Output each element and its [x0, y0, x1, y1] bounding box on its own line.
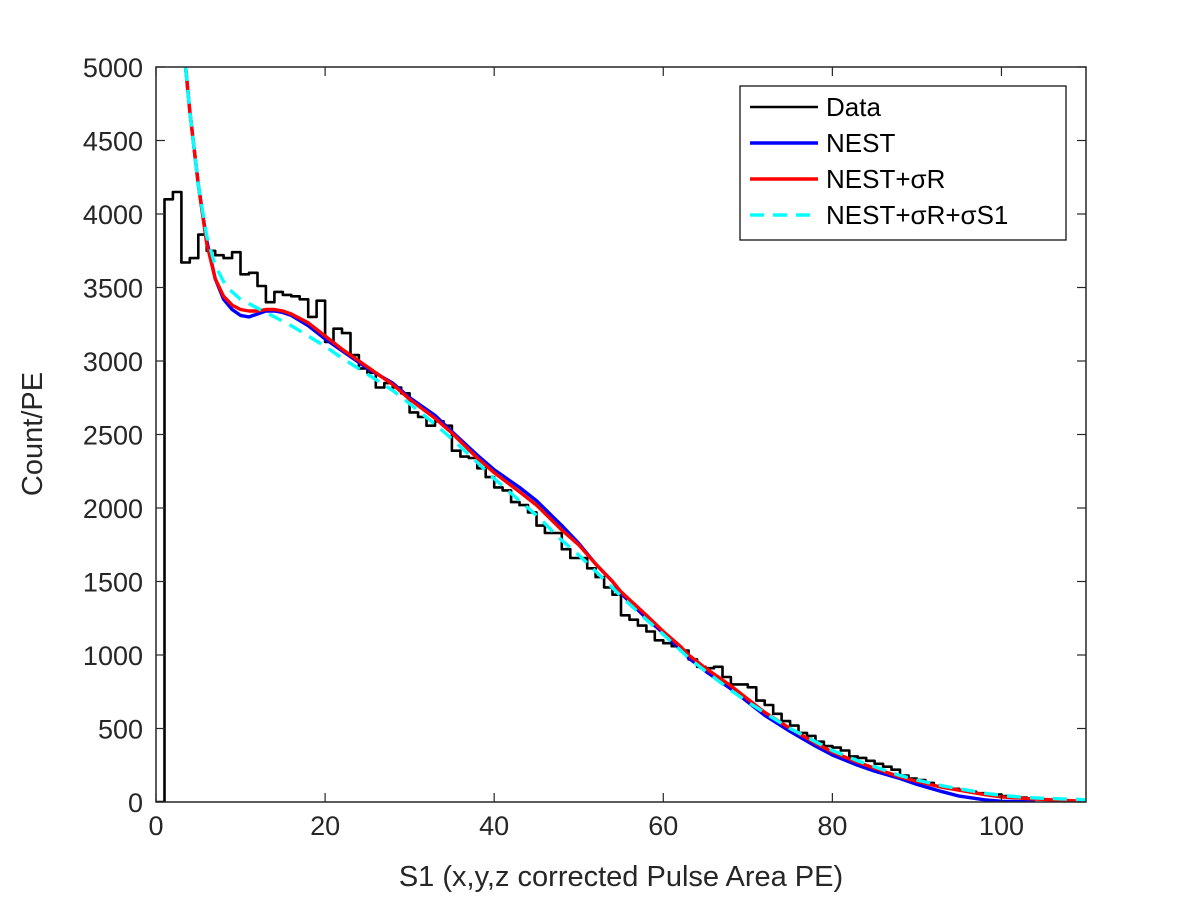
y-tick-label: 1500 — [83, 568, 143, 598]
axes-box — [155, 66, 1087, 803]
y-tick-label: 3500 — [83, 274, 143, 304]
tick-layer: 0 20 40 60 80 1000500100015002000250030003500… — [83, 53, 1086, 841]
series-line-3 — [183, 67, 1086, 802]
x-tick-label: 40 — [479, 811, 509, 841]
y-tick-label: 1000 — [83, 641, 143, 671]
legend-label-3: NEST+σR+σS1 — [826, 200, 1008, 230]
x-tick-label: 80 — [817, 811, 847, 841]
legend-box — [739, 85, 1067, 241]
series-layer — [156, 67, 1086, 802]
y-tick-label: 4000 — [83, 200, 143, 230]
legend: Data NEST NEST+σR NEST+σR+σS1 — [739, 85, 1067, 241]
y-tick-label: 2000 — [83, 494, 143, 524]
legend-label-0: Data — [826, 92, 881, 122]
x-axis-label: S1 (x,y,z corrected Pulse Area PE) — [399, 861, 843, 893]
x-tick-label: 20 — [310, 811, 340, 841]
y-tick-label: 3000 — [83, 347, 143, 377]
y-tick-label: 2500 — [83, 421, 143, 451]
legend-label-2: NEST+σR — [826, 164, 945, 194]
x-tick-label: 0 — [148, 811, 163, 841]
y-axis-label: Count/PE — [17, 372, 49, 496]
series-line-1 — [183, 67, 1036, 802]
y-tick-label: 5000 — [83, 53, 143, 83]
y-tick-label: 4500 — [83, 127, 143, 157]
y-tick-label: 500 — [98, 715, 143, 745]
x-tick-label: 60 — [648, 811, 678, 841]
x-tick-label: 100 — [979, 811, 1024, 841]
y-tick-label: 0 — [128, 788, 143, 818]
legend-label-1: NEST — [826, 128, 895, 158]
